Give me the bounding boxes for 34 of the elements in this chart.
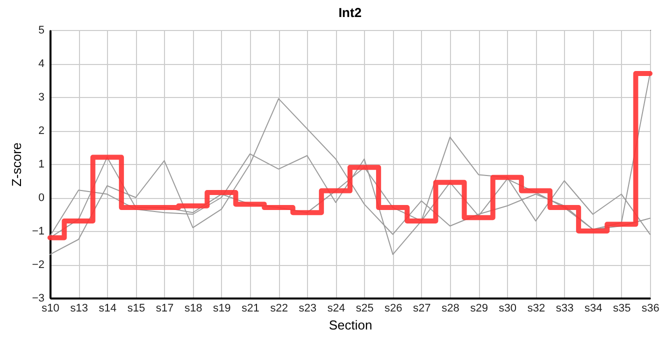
x-tick-label: s33 xyxy=(556,302,574,314)
y-tick-label: 3 xyxy=(38,92,44,104)
y-tick-label: 0 xyxy=(38,192,44,204)
x-tick-label: s10 xyxy=(42,302,60,314)
x-tick-label: s14 xyxy=(98,302,117,314)
x-tick-label: s22 xyxy=(270,302,288,314)
x-tick-label: s36 xyxy=(642,302,660,314)
x-tick-label: s15 xyxy=(127,302,146,314)
x-tick-label: s27 xyxy=(413,302,431,314)
y-tick-label: 5 xyxy=(38,24,44,36)
x-tick-label: s19 xyxy=(213,302,231,314)
x-tick-label: s30 xyxy=(498,302,517,314)
y-tick-label: −2 xyxy=(32,259,44,271)
x-tick-label: s34 xyxy=(584,302,602,314)
y-tick-label: −3 xyxy=(32,292,44,304)
y-tick-label: 2 xyxy=(38,125,44,137)
x-tick-label: s35 xyxy=(613,302,631,314)
y-tick-label: 4 xyxy=(38,58,44,70)
x-tick-label: s25 xyxy=(356,302,374,314)
x-tick-label: s23 xyxy=(298,302,317,314)
x-tick-label: s32 xyxy=(527,302,546,314)
x-tick-label: s21 xyxy=(242,302,260,314)
x-tick-label: s13 xyxy=(70,302,88,314)
x-tick-label: s28 xyxy=(442,302,460,314)
x-tick-label: s24 xyxy=(327,302,346,314)
x-axis-title: Section xyxy=(328,318,372,332)
x-tick-label: s29 xyxy=(470,302,488,314)
x-tick-label: s26 xyxy=(384,302,402,314)
chart-title: Int2 xyxy=(338,5,362,20)
x-tick-label: s18 xyxy=(184,302,202,314)
y-tick-label: −1 xyxy=(32,226,44,238)
y-tick-label: 1 xyxy=(38,158,44,170)
y-axis-title: Z-score xyxy=(8,142,24,187)
x-tick-label: s17 xyxy=(156,302,174,314)
